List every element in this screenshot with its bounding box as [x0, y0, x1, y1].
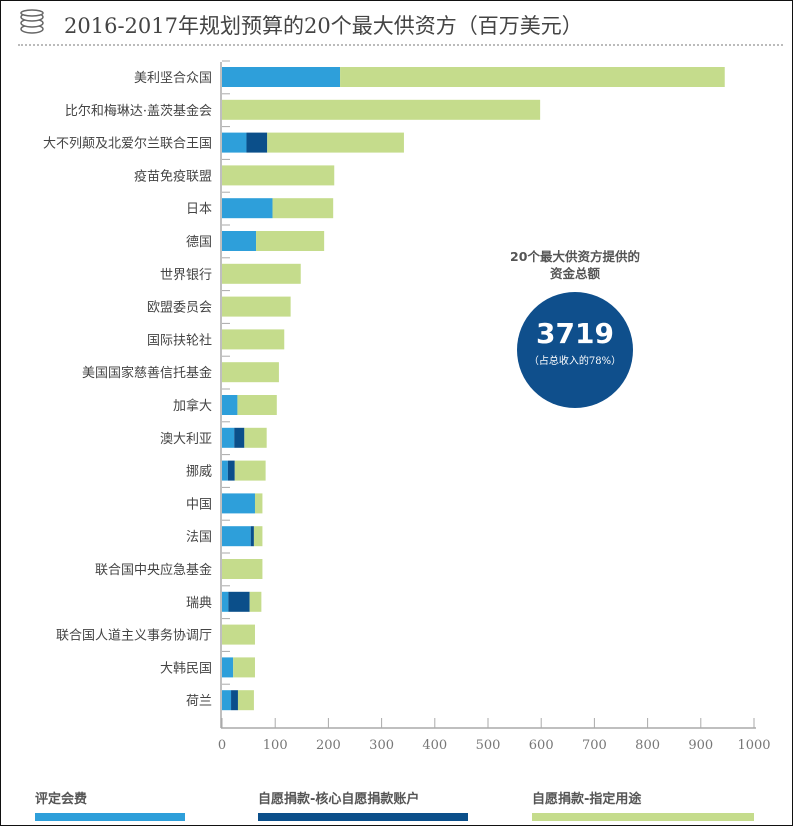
category-label: 欧盟委员会 — [147, 301, 212, 316]
bar-segment-core — [234, 427, 245, 448]
category-label: 荷兰 — [186, 694, 212, 709]
bar-segment-assessed — [222, 231, 257, 251]
bar-segment-specified — [222, 559, 263, 579]
category-label: 日本 — [186, 202, 212, 217]
bar-segment-specified — [267, 132, 404, 153]
category-label: 联合国中央应急基金 — [95, 562, 212, 578]
category-label: 法国 — [186, 530, 212, 545]
category-label: 世界银行 — [160, 268, 212, 283]
category-label: 国际扶轮社 — [147, 332, 212, 348]
total-callout-heading: 20个最大供资方提供的 资金总额 — [480, 248, 670, 282]
bar-segment-specified — [222, 362, 279, 383]
category-label: 德国 — [186, 235, 212, 250]
bar-segment-core — [231, 690, 238, 711]
bar-segment-assessed — [222, 67, 341, 87]
bar-segment-assessed — [222, 526, 251, 547]
coins-icon — [20, 9, 44, 34]
x-tick-label: 700 — [582, 738, 607, 753]
legend-swatch — [35, 813, 185, 821]
category-label: 澳大利亚 — [160, 431, 212, 447]
bar-segment-specified — [222, 624, 255, 645]
category-label: 比尔和梅琳达·盖茨基金会 — [65, 103, 212, 119]
category-label: 挪威 — [186, 465, 212, 480]
bar-segment-specified — [222, 263, 301, 284]
x-tick-label: 900 — [688, 738, 713, 753]
bar-segment-core — [228, 591, 250, 612]
bar-segment-assessed — [222, 395, 238, 415]
x-tick-label: 300 — [369, 738, 394, 753]
bar-segment-specified — [254, 493, 263, 514]
bar-segment-core — [227, 460, 235, 481]
x-tick-label: 600 — [529, 738, 554, 753]
total-value: 3719 — [536, 317, 614, 350]
legend-label: 评定会费 — [35, 792, 88, 807]
category-label: 美利坚合众国 — [134, 71, 212, 86]
bar-segment-assessed — [222, 493, 255, 514]
x-tick-label: 800 — [635, 738, 660, 753]
bar-segment-assessed — [222, 690, 232, 711]
legend-item-core: 自愿捐款-核心自愿捐款账户 — [258, 788, 468, 821]
bar-segment-specified — [244, 427, 267, 448]
legend-swatch — [532, 813, 754, 821]
bar-segment-specified — [256, 231, 325, 251]
legend-item-specified: 自愿捐款-指定用途 — [532, 788, 754, 821]
bar-segment-specified — [234, 460, 266, 481]
bar-segment-specified — [222, 296, 291, 317]
bar-segment-specified — [237, 395, 277, 415]
total-circle: 3719 （占总收入的78%） — [517, 292, 633, 408]
legend-label: 自愿捐款-核心自愿捐款账户 — [258, 792, 420, 807]
bar-segment-specified — [222, 329, 285, 350]
bar-segment-assessed — [222, 132, 247, 153]
bar-segment-specified — [237, 690, 254, 711]
category-label: 联合国人道主义事务协调厅 — [56, 628, 212, 644]
bar-segment-core — [246, 132, 268, 153]
bar-segment-specified — [222, 99, 541, 120]
title-divider — [18, 44, 783, 46]
category-label: 疫苗免疫联盟 — [134, 168, 212, 184]
x-tick-label: 400 — [422, 738, 447, 753]
category-label: 美国国家慈善信托基金 — [82, 365, 212, 381]
bar-segment-assessed — [222, 198, 273, 219]
bar-segment-specified — [222, 165, 335, 186]
bar-segment-assessed — [222, 591, 229, 612]
bar-segment-specified — [233, 657, 255, 678]
x-tick-label: 0 — [218, 738, 226, 753]
legend-label: 自愿捐款-指定用途 — [532, 792, 642, 807]
bar-segment-assessed — [222, 460, 228, 481]
x-tick-label: 1000 — [737, 738, 770, 753]
bar-segment-specified — [249, 591, 262, 612]
category-label: 中国 — [186, 497, 212, 512]
callout-line-1: 20个最大供资方提供的 — [510, 249, 640, 264]
x-tick-label: 200 — [316, 738, 341, 753]
bar-segment-core — [250, 526, 254, 547]
bar-segment-assessed — [222, 657, 234, 678]
category-label: 瑞典 — [186, 596, 212, 611]
category-label: 大不列颠及北爱尔兰联合王国 — [43, 137, 212, 152]
legend-item-assessed: 评定会费 — [35, 788, 185, 821]
category-label: 大韩民国 — [160, 661, 212, 676]
total-share: （占总收入的78%） — [528, 356, 622, 367]
bar-segment-specified — [340, 67, 725, 87]
x-tick-label: 100 — [263, 738, 288, 753]
bar-segment-assessed — [222, 427, 235, 448]
category-label: 加拿大 — [173, 398, 212, 414]
bar-segment-specified — [253, 526, 263, 547]
bar-segment-specified — [272, 198, 334, 219]
page-title: 2016-2017年规划预算的20个最大供资方（百万美元） — [64, 14, 583, 38]
legend-swatch — [258, 813, 468, 821]
callout-line-2: 资金总额 — [549, 266, 600, 281]
x-tick-label: 500 — [476, 738, 501, 753]
